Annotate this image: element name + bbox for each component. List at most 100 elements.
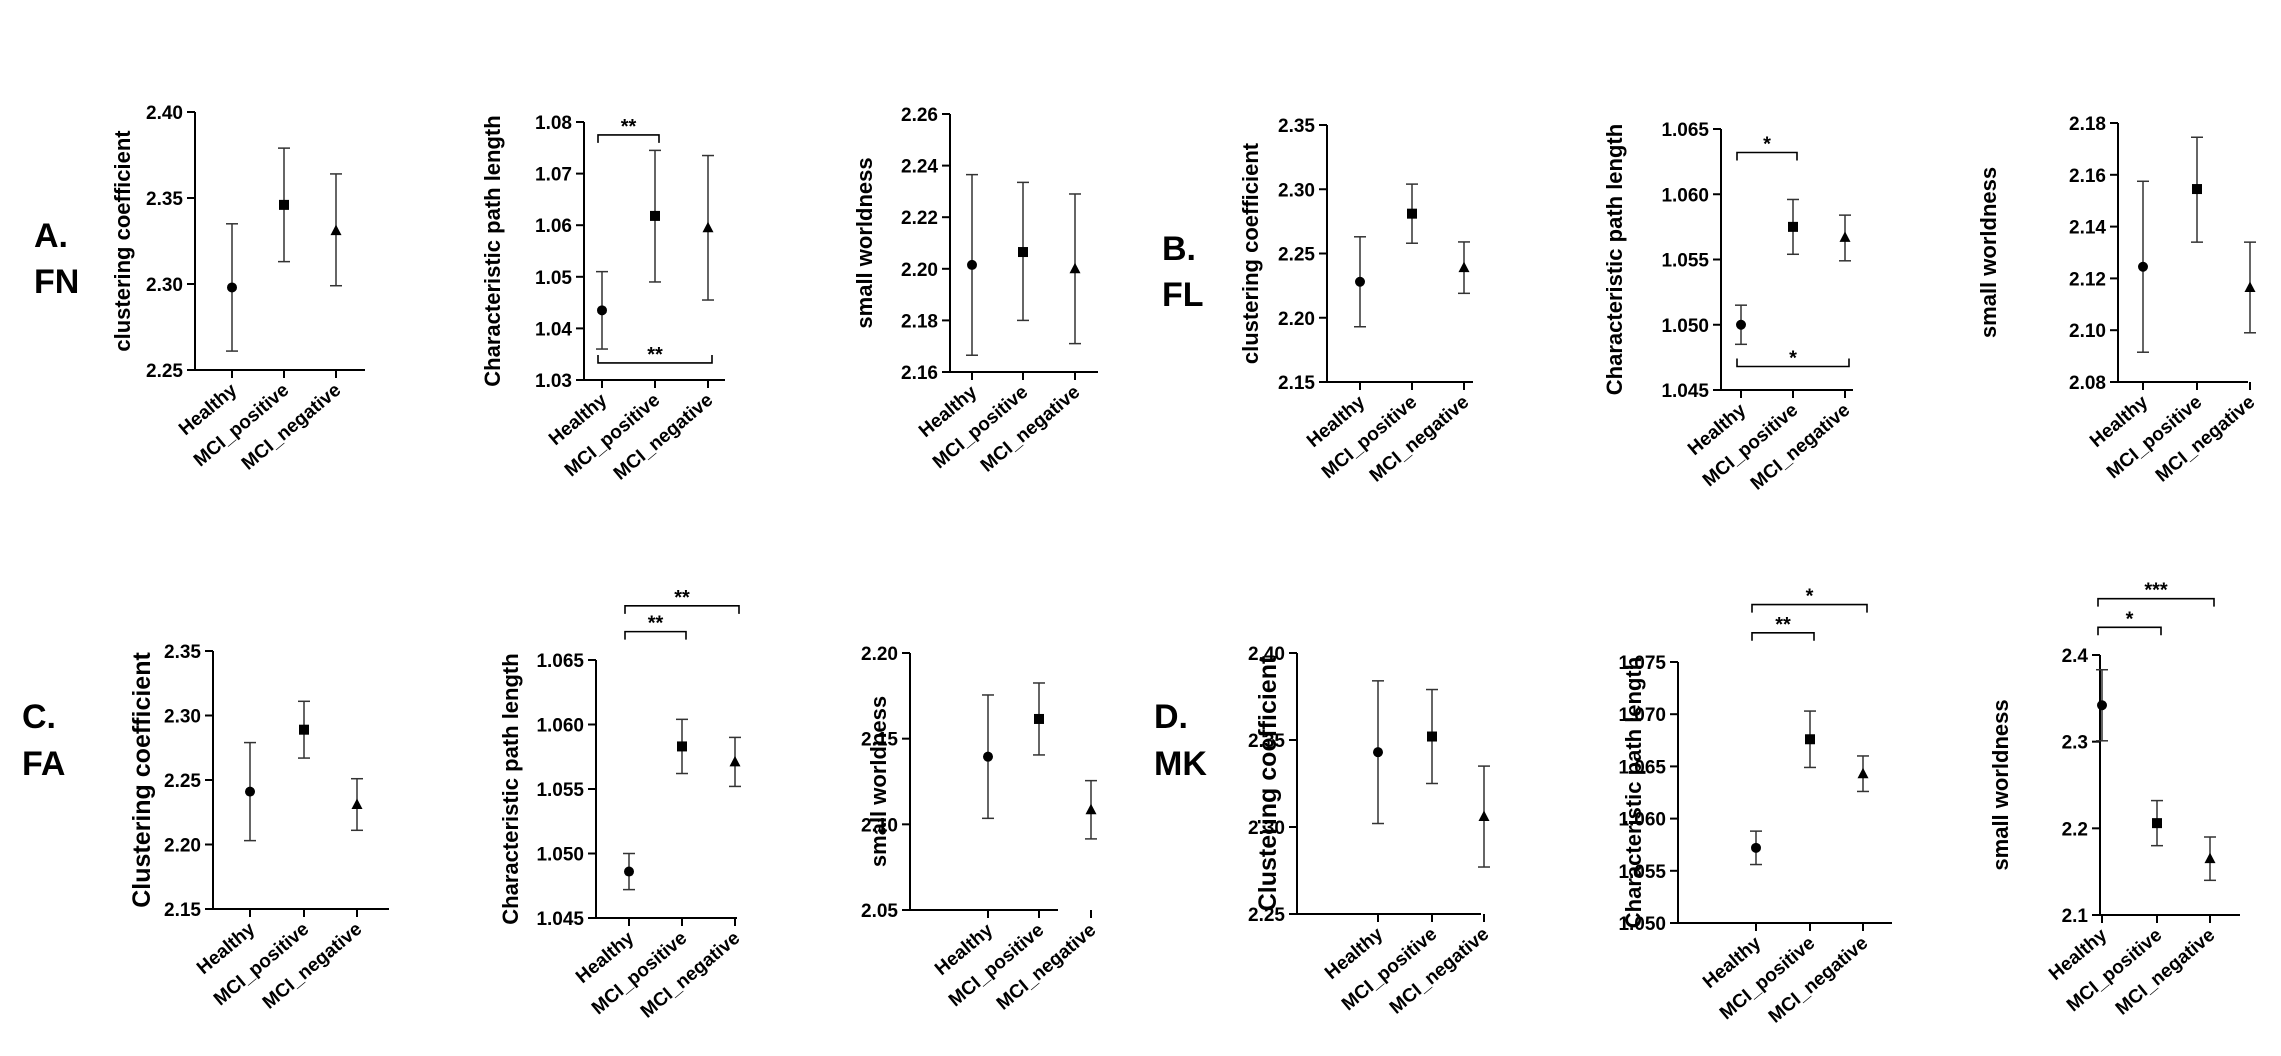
data-point-circle — [1736, 319, 1746, 330]
data-point-square — [1034, 713, 1044, 724]
y-axis-title: small worldness — [1976, 167, 2001, 338]
y-tick-label: 2.08 — [2069, 373, 2106, 394]
y-tick-label: 1.04 — [535, 319, 572, 340]
y-tick-label: 2.35 — [1278, 116, 1315, 137]
data-point-triangle — [1857, 767, 1869, 779]
data-point-triangle — [351, 798, 363, 810]
data-point-triangle — [2244, 281, 2256, 292]
y-tick-label: 2.16 — [901, 363, 938, 384]
y-tick-label: 1.08 — [535, 113, 572, 134]
y-tick-label: 1.065 — [1618, 757, 1666, 778]
data-point-circle — [2097, 700, 2107, 711]
y-tick-label: 2.14 — [2069, 218, 2106, 239]
y-tick-label: 1.07 — [535, 165, 572, 186]
significance-label: ** — [648, 613, 664, 635]
y-axis-title: small worldness — [852, 157, 877, 328]
y-tick-label: 2.24 — [901, 157, 938, 178]
y-tick-label: 2.10 — [861, 815, 898, 836]
y-tick-label: 2.40 — [146, 103, 183, 124]
data-point-circle — [1751, 842, 1761, 853]
significance-bracket: ** — [597, 116, 660, 143]
y-tick-label: 2.35 — [164, 642, 201, 663]
data-point-square — [279, 199, 289, 210]
significance-label: ** — [621, 116, 637, 138]
significance-bracket: * — [1736, 348, 1850, 370]
significance-bracket: * — [1736, 133, 1798, 161]
panel-label-c: C. FA — [22, 698, 65, 783]
y-tick-label: 1.03 — [535, 371, 572, 392]
significance-label: * — [1806, 586, 1814, 608]
data-point-circle — [2138, 261, 2148, 272]
data-point-square — [1805, 734, 1815, 745]
y-tick-label: 1.060 — [1618, 810, 1666, 831]
y-axis-title: Characteristic path length — [1602, 124, 1627, 395]
y-tick-label: 1.050 — [536, 845, 584, 866]
data-point-square — [2192, 184, 2202, 195]
data-point-square — [677, 741, 687, 752]
significance-label: *** — [2144, 580, 2168, 602]
significance-label: * — [1789, 348, 1797, 370]
significance-label: * — [1763, 133, 1771, 155]
data-point-triangle — [702, 221, 714, 233]
y-tick-label: 1.050 — [1618, 914, 1666, 935]
y-tick-label: 1.06 — [535, 216, 572, 237]
y-tick-label: 1.050 — [1661, 316, 1709, 337]
significance-label: ** — [674, 587, 690, 609]
y-tick-label: 1.045 — [536, 909, 584, 930]
panel-modality-b: FL — [1162, 276, 1204, 314]
y-tick-label: 2.18 — [901, 311, 938, 332]
y-tick-label: 2.18 — [2069, 114, 2106, 135]
panel-modality-a: FN — [34, 263, 79, 301]
data-point-square — [650, 210, 660, 221]
panel-label-b: B. FL — [1162, 230, 1204, 314]
y-tick-label: 2.30 — [1248, 818, 1285, 839]
y-tick-label: 1.055 — [1618, 862, 1666, 883]
chart-11: 1.050 1.055 1.060 1.065 1.070 1.075Characteri… — [1618, 586, 1892, 1028]
y-axis-title: small worldness — [1988, 699, 2013, 870]
data-point-circle — [624, 866, 634, 877]
data-point-circle — [1373, 747, 1383, 758]
data-point-square — [1427, 731, 1437, 742]
chart-2: 1.03 1.04 1.05 1.06 1.07 1.08 Characteristic p… — [480, 113, 725, 485]
y-axis-title: clustering coefficient — [1238, 142, 1263, 364]
data-point-square — [1788, 221, 1798, 232]
panel-letter-b: B. — [1162, 230, 1196, 268]
y-axis-title: Clustering coefficient — [1254, 655, 1282, 911]
y-tick-label: 2.2 — [2062, 819, 2088, 840]
data-point-square — [1018, 247, 1028, 258]
y-tick-label: 2.15 — [164, 900, 201, 921]
y-tick-label: 2.20 — [164, 836, 201, 857]
y-tick-label: 2.30 — [146, 275, 183, 296]
data-point-circle — [245, 786, 255, 797]
data-point-square — [1407, 208, 1417, 219]
y-tick-label: 1.055 — [536, 780, 584, 801]
significance-label: ** — [1775, 614, 1791, 636]
y-tick-label: 1.070 — [1618, 705, 1666, 726]
y-tick-label: 1.075 — [1618, 653, 1666, 674]
chart-5: 1.045 1.050 1.055 1.060 1.065 Characteristic … — [1602, 120, 1854, 495]
y-tick-label: 2.30 — [164, 707, 201, 728]
data-point-triangle — [2204, 852, 2216, 864]
significance-label: * — [2126, 608, 2134, 630]
significance-bracket: * — [1751, 586, 1868, 613]
y-tick-label: 2.26 — [901, 105, 938, 126]
significance-bracket: ** — [624, 587, 740, 614]
data-point-circle — [597, 305, 607, 316]
data-point-triangle — [729, 755, 741, 767]
y-tick-label: 2.35 — [146, 189, 183, 210]
y-tick-label: 2.30 — [1278, 180, 1315, 201]
panel-modality-c: FA — [22, 745, 65, 783]
data-point-circle — [1355, 276, 1365, 287]
data-point-triangle — [1458, 261, 1470, 273]
y-tick-label: 2.20 — [901, 260, 938, 281]
y-tick-label: 2.15 — [861, 730, 898, 751]
data-point-triangle — [1839, 231, 1851, 242]
data-point-square — [2152, 818, 2162, 829]
panel-letter-d: D. — [1154, 698, 1188, 736]
y-tick-label: 1.060 — [536, 716, 584, 737]
y-axis-title: Clustering coefficient — [128, 652, 156, 908]
panel-letter-a: A. — [34, 217, 68, 255]
data-point-circle — [967, 259, 977, 270]
